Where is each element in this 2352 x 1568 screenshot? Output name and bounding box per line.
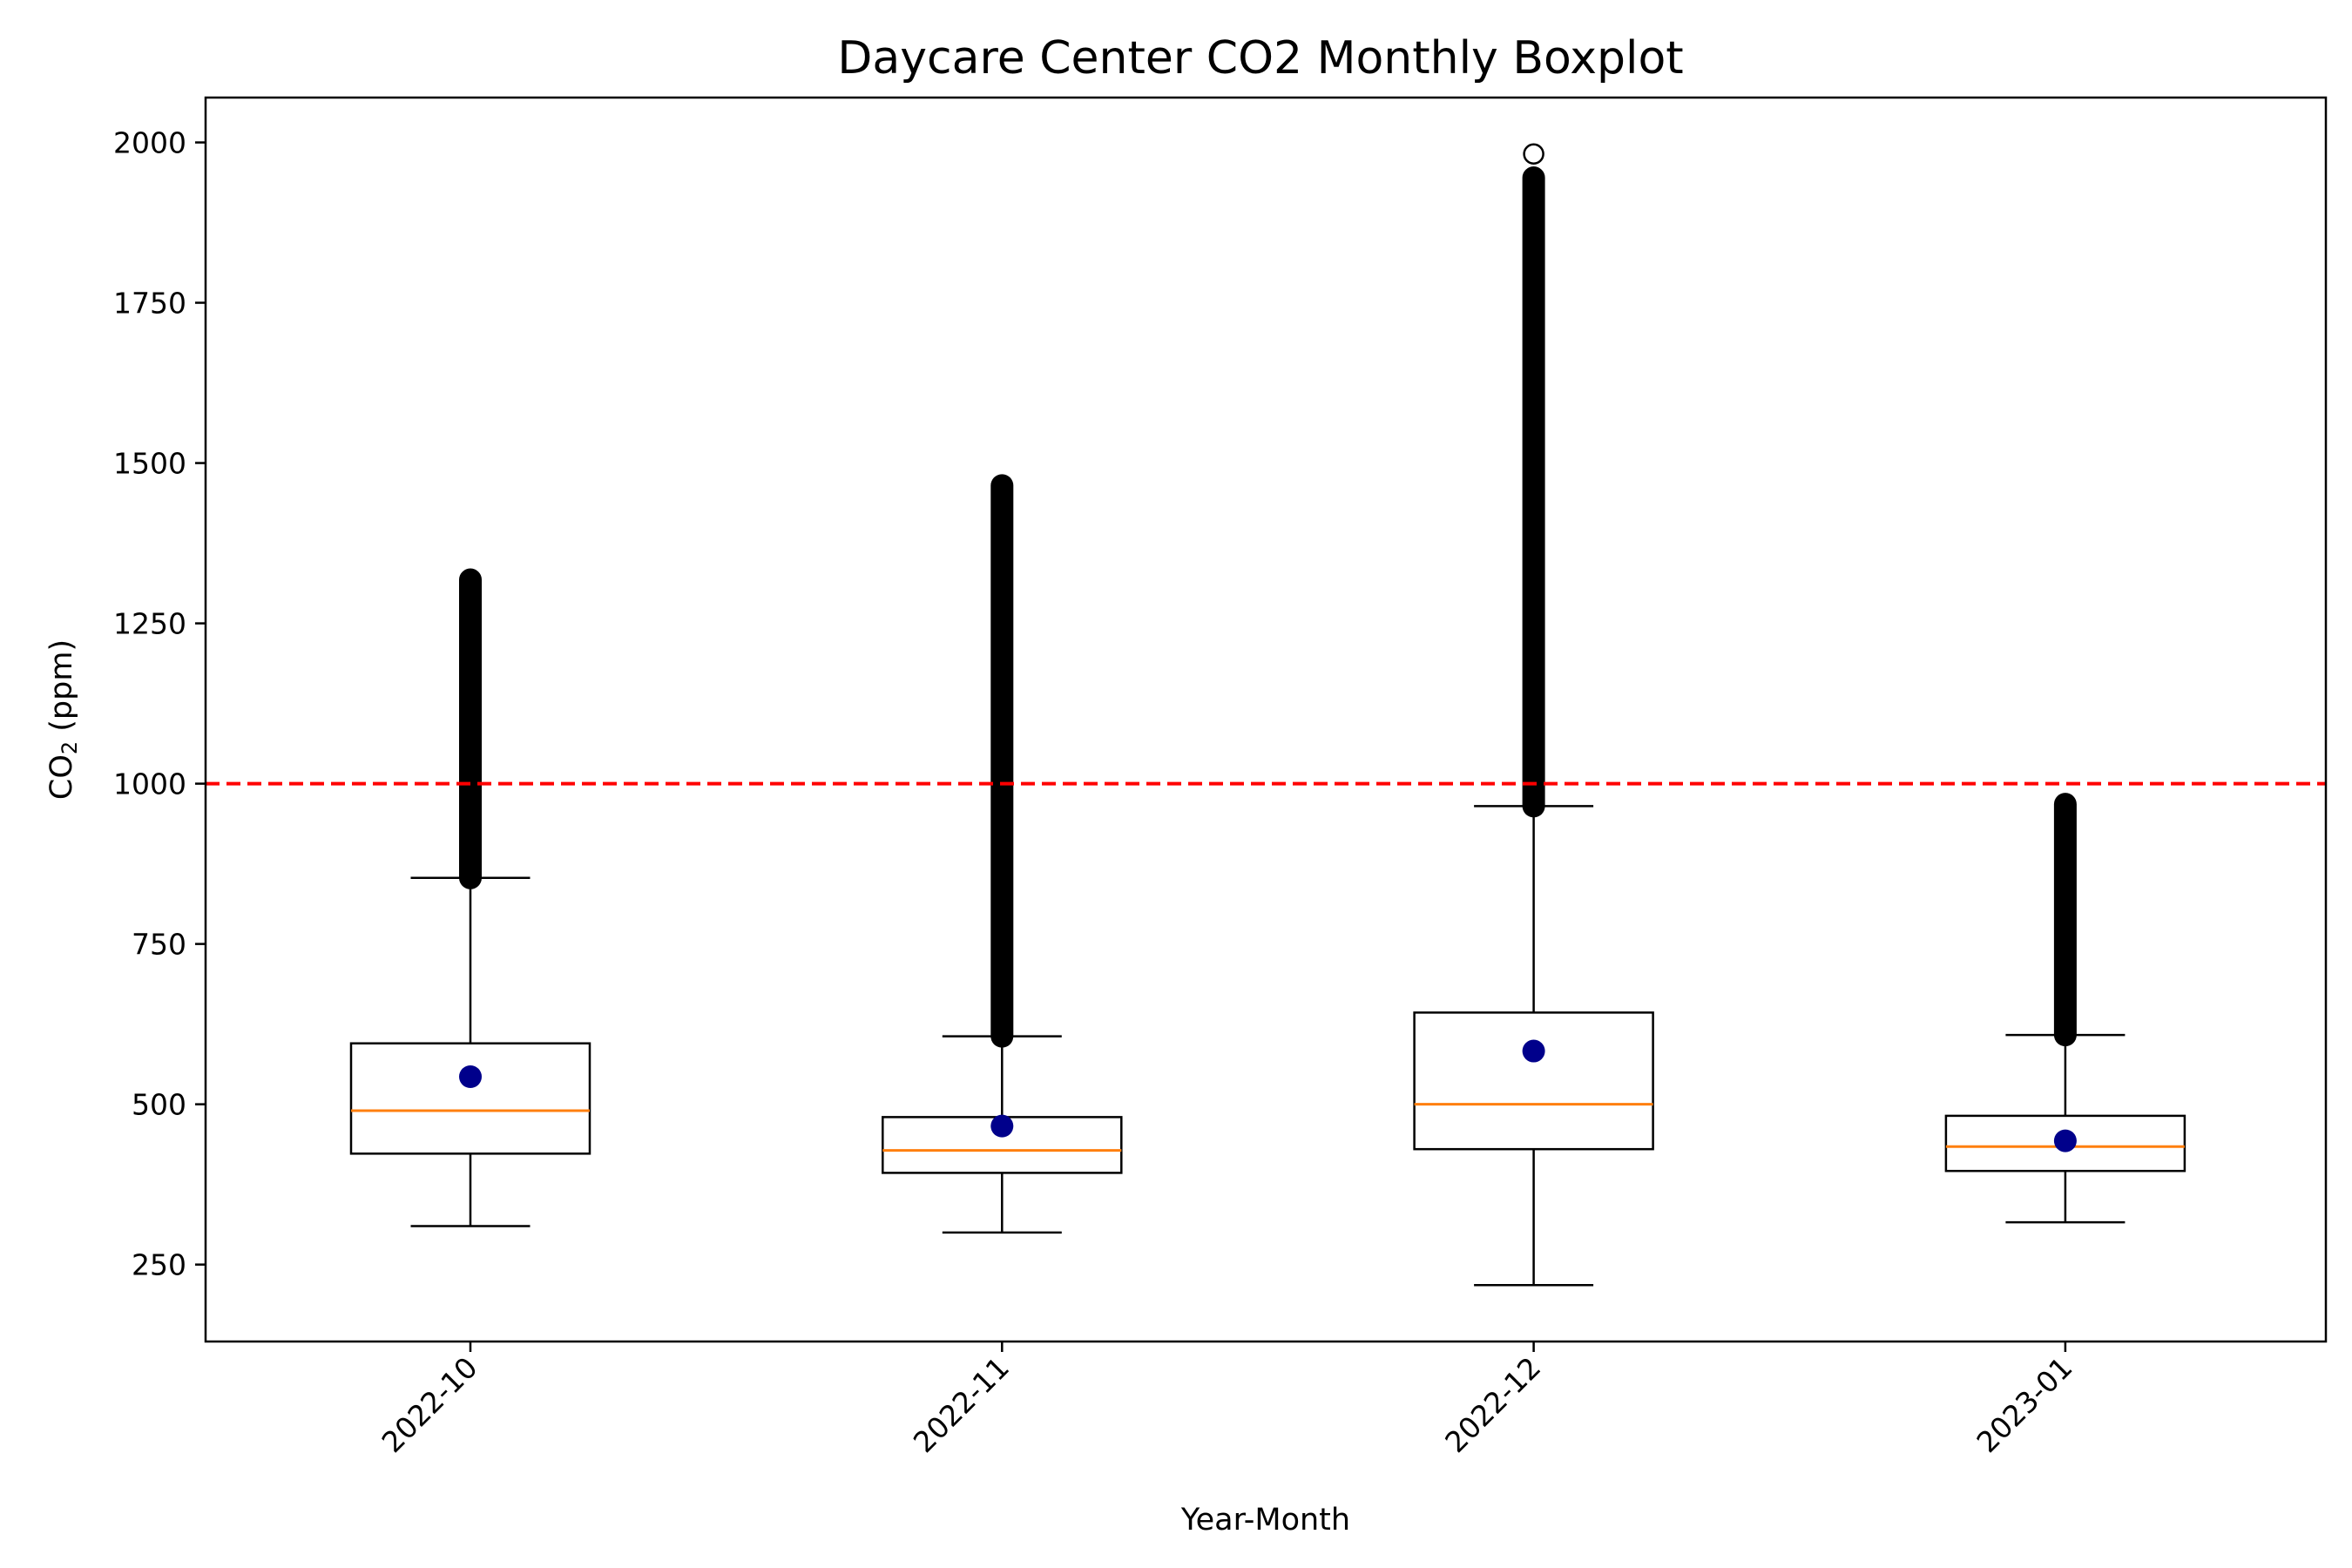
mean-marker [459, 1064, 482, 1088]
y-tick-label: 2000 [113, 126, 186, 160]
y-tick-label: 1500 [113, 447, 186, 481]
plot-frame [204, 96, 2328, 1343]
y-axis-title: CO2 (ppm) [44, 639, 82, 800]
outlier-band [2053, 793, 2077, 1047]
outlier-band [990, 474, 1014, 1048]
box-group-2023-01 [1944, 793, 2186, 1224]
iqr-box [1413, 1011, 1654, 1151]
y-tick-label: 250 [132, 1248, 186, 1282]
outlier-band [1522, 166, 1545, 818]
mean-marker [990, 1114, 1014, 1138]
y-axis-title-unit: (ppm) [44, 639, 79, 741]
x-tick-label: 2022-10 [375, 1350, 484, 1459]
axes: 250 500 750 1000 1250 1500 1750 2000 2022-10 2022… [113, 126, 2079, 1460]
y-axis-title-subscript: 2 [57, 741, 82, 754]
x-tick-label: 2023-01 [1970, 1350, 2078, 1459]
y-tick-label: 1000 [113, 767, 186, 801]
plot-area [206, 143, 2326, 1287]
chart-title: Daycare Center CO2 Monthly Boxplot [837, 32, 1683, 84]
x-tick-label: 2022-11 [907, 1350, 1016, 1459]
outlier-band [459, 568, 482, 889]
y-tick-label: 1250 [113, 607, 186, 641]
y-axis-title-main: CO [44, 754, 79, 800]
box-group-2022-10 [349, 568, 591, 1227]
mean-marker [1522, 1039, 1545, 1063]
iqr-box [349, 1042, 591, 1155]
y-tick-label: 1750 [113, 287, 186, 321]
outlier-point [1523, 143, 1544, 166]
mean-marker [2053, 1129, 2077, 1152]
box-group-2022-11 [882, 474, 1123, 1234]
x-tick-label: 2022-12 [1438, 1350, 1547, 1459]
y-tick-label: 750 [132, 928, 186, 962]
x-axis-title: Year-Month [1180, 1503, 1350, 1538]
y-tick-label: 500 [132, 1088, 186, 1122]
box-group-2022-12 [1413, 143, 1654, 1287]
